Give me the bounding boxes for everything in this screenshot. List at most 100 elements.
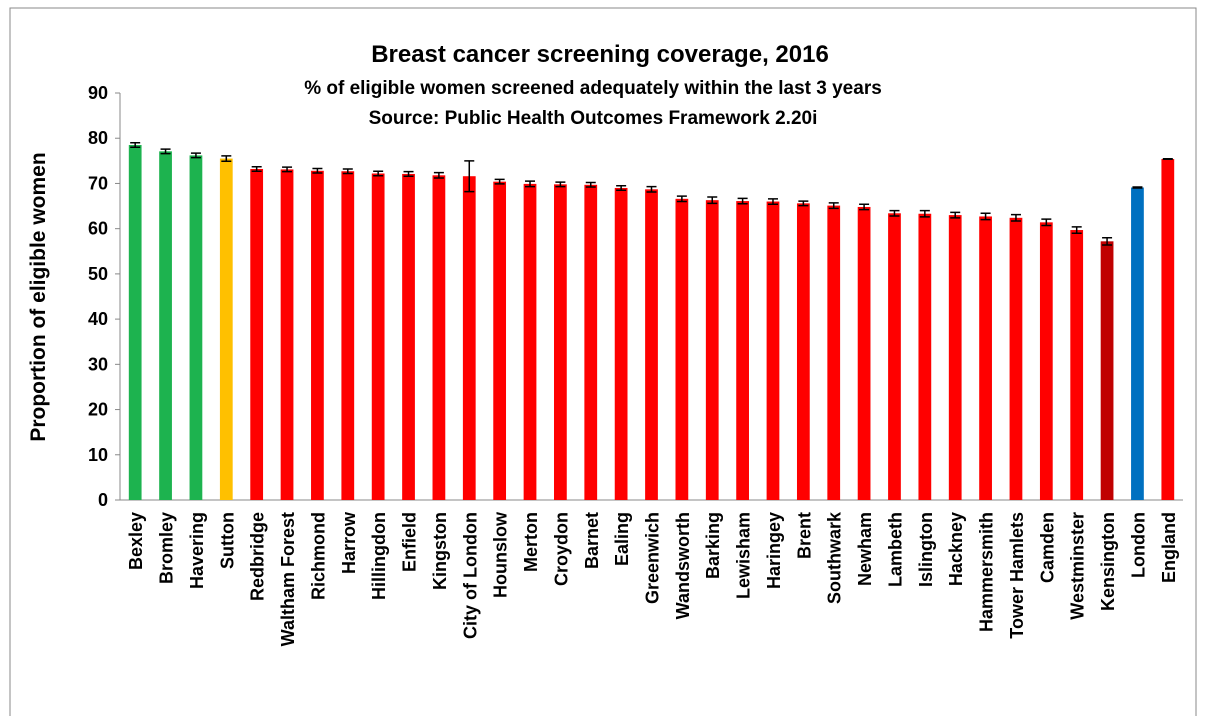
x-tick-label: Bexley <box>126 512 146 570</box>
y-tick-label: 80 <box>88 128 108 148</box>
x-tick-label: Tower Hamlets <box>1007 512 1027 639</box>
bar <box>219 158 233 501</box>
x-tick-label: Newham <box>855 512 875 586</box>
x-tick-label: Kingston <box>430 512 450 590</box>
bar <box>250 168 264 500</box>
x-tick-label: Merton <box>521 512 541 572</box>
bar <box>341 171 355 501</box>
error-bar <box>312 167 323 174</box>
x-tick-label: Waltham Forest <box>278 512 298 646</box>
x-tick-label: London <box>1128 512 1148 578</box>
error-bar <box>282 166 293 173</box>
x-tick-label: Enfield <box>400 512 420 572</box>
x-tick-label: Hammersmith <box>977 512 997 632</box>
error-bar <box>160 148 171 155</box>
x-tick-label: Wandsworth <box>673 512 693 619</box>
y-axis-label: Proportion of eligible women <box>27 152 50 441</box>
error-bar <box>525 180 536 188</box>
x-tick-label: Ealing <box>612 512 632 566</box>
error-bar <box>130 141 141 149</box>
bar <box>371 173 385 501</box>
chart-source: Source: Public Health Outcomes Framework… <box>369 108 818 129</box>
x-tick-label: Haringey <box>764 512 784 589</box>
y-tick-label: 40 <box>88 309 108 329</box>
bar <box>159 151 172 500</box>
bar <box>280 169 294 501</box>
bar <box>857 206 871 500</box>
error-bar <box>980 212 991 221</box>
x-tick-label: Havering <box>187 512 207 589</box>
x-tick-label: Camden <box>1037 512 1057 583</box>
x-tick-label: Brent <box>794 512 814 559</box>
error-bar <box>707 196 718 205</box>
error-bar <box>221 155 232 163</box>
bar <box>311 170 324 500</box>
error-bar <box>1102 236 1113 246</box>
bar <box>1009 217 1023 500</box>
error-bar <box>585 181 596 188</box>
bar <box>523 183 537 500</box>
y-tick-label: 30 <box>88 354 108 374</box>
x-tick-label: Redbridge <box>248 512 268 601</box>
bar <box>1070 230 1084 501</box>
y-tick-label: 70 <box>88 173 108 193</box>
bar <box>645 189 658 500</box>
x-tick-label: Southwark <box>825 511 845 604</box>
bar <box>675 198 689 500</box>
bar <box>1161 159 1175 500</box>
error-bar <box>737 197 748 205</box>
bar <box>614 187 628 500</box>
bar <box>705 200 719 500</box>
bar <box>888 213 901 500</box>
x-tick-label: Lambeth <box>885 512 905 587</box>
x-tick-label: Greenwich <box>643 512 663 604</box>
x-tick-label: England <box>1159 512 1179 583</box>
x-tick-label: Richmond <box>308 512 328 600</box>
x-tick-label: Barnet <box>582 512 602 569</box>
bar <box>554 184 567 501</box>
bar <box>462 176 476 500</box>
error-bar <box>919 209 930 218</box>
bar <box>1039 222 1053 500</box>
bar <box>948 215 962 500</box>
x-tick-label: City of London <box>460 512 480 639</box>
y-tick-label: 90 <box>88 83 108 103</box>
bar <box>827 205 841 500</box>
x-tick-label: Lewisham <box>734 512 754 599</box>
x-tick-label: Hackney <box>946 512 966 586</box>
x-tick-label: Harrow <box>339 511 359 574</box>
bar <box>1100 241 1114 500</box>
bar <box>584 184 598 500</box>
x-tick-label: Kensington <box>1098 512 1118 611</box>
error-bar <box>342 168 353 175</box>
bar <box>796 203 810 500</box>
error-bar <box>828 202 839 210</box>
error-bar <box>646 185 657 193</box>
y-tick-label: 60 <box>88 219 108 239</box>
y-tick-label: 50 <box>88 264 108 284</box>
chart-subtitle: % of eligible women screened adequately … <box>304 78 882 99</box>
error-bar <box>1132 186 1143 189</box>
error-bar <box>190 152 201 159</box>
bar <box>493 181 507 500</box>
bar <box>189 155 203 500</box>
x-tick-label: Islington <box>916 512 936 587</box>
error-bar <box>251 165 262 172</box>
error-bar <box>798 200 809 207</box>
x-tick-label: Westminster <box>1068 512 1088 620</box>
bar <box>1131 187 1144 500</box>
x-tick-label: Sutton <box>217 512 237 569</box>
error-bar <box>676 195 687 203</box>
bar <box>128 145 142 500</box>
error-bar <box>767 198 778 205</box>
chart-title: Breast cancer screening coverage, 2016 <box>371 41 829 68</box>
bar <box>918 213 932 500</box>
error-bar <box>889 209 900 217</box>
error-bar <box>1041 218 1052 227</box>
x-tick-label: Barking <box>703 512 723 579</box>
y-tick-label: 20 <box>88 400 108 420</box>
error-bar <box>373 170 384 177</box>
x-tick-label: Hillingdon <box>369 512 389 600</box>
bar <box>766 201 780 501</box>
